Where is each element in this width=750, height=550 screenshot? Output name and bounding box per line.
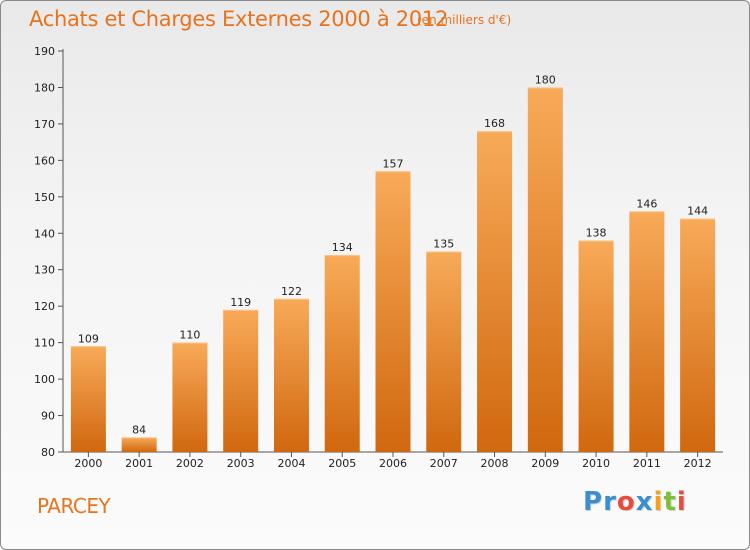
logo-letter: x bbox=[635, 487, 654, 517]
logo-letter: i bbox=[676, 487, 687, 517]
data-label-2000: 109 bbox=[78, 332, 99, 345]
bar-2009 bbox=[527, 87, 563, 453]
x-tick-label: 2009 bbox=[531, 457, 559, 470]
x-tick-label: 2012 bbox=[684, 457, 712, 470]
data-label-2004: 122 bbox=[281, 285, 302, 298]
x-tick-label: 2007 bbox=[430, 457, 458, 470]
bar-2003 bbox=[223, 309, 259, 452]
y-tick-label: 120 bbox=[34, 300, 55, 313]
y-tick-label: 130 bbox=[34, 264, 55, 277]
data-label-2009: 180 bbox=[535, 73, 556, 86]
data-label-2003: 119 bbox=[230, 296, 251, 309]
y-tick-label: 140 bbox=[34, 227, 55, 240]
proxiti-logo: Proxiti bbox=[583, 487, 687, 517]
logo-letter: o bbox=[616, 487, 636, 517]
bar-2005 bbox=[324, 255, 360, 452]
bar-2012 bbox=[680, 218, 716, 452]
bar-2001 bbox=[121, 437, 157, 452]
data-label-2006: 157 bbox=[383, 157, 404, 170]
data-label-2005: 134 bbox=[332, 241, 353, 254]
data-label-2008: 168 bbox=[484, 117, 505, 130]
bar-2002 bbox=[172, 342, 208, 452]
bar-2000 bbox=[70, 346, 106, 452]
data-label-2012: 144 bbox=[687, 205, 708, 218]
y-tick-label: 80 bbox=[41, 446, 55, 459]
bar-2010 bbox=[578, 240, 614, 452]
data-label-2002: 110 bbox=[179, 329, 200, 342]
bar-2004 bbox=[273, 298, 309, 452]
y-tick-label: 190 bbox=[34, 45, 55, 58]
x-tick-label: 2011 bbox=[633, 457, 661, 470]
x-tick-label: 2008 bbox=[481, 457, 509, 470]
logo-letter: i bbox=[653, 487, 664, 517]
bar-2007 bbox=[426, 251, 462, 452]
y-axis: 80 90 100 110 120 130 140 150 160 170 180 190 bbox=[34, 45, 64, 459]
data-label-2010: 138 bbox=[586, 227, 607, 240]
x-tick-label: 2001 bbox=[125, 457, 153, 470]
chart-subtitle: (en milliers d'€) bbox=[417, 13, 512, 27]
x-tick-label: 2000 bbox=[74, 457, 102, 470]
x-tick-label: 2010 bbox=[582, 457, 610, 470]
logo-letter: P bbox=[583, 487, 604, 517]
city-name: PARCEY bbox=[37, 494, 111, 518]
data-label-2007: 135 bbox=[433, 238, 454, 251]
y-tick-label: 170 bbox=[34, 118, 55, 131]
y-tick-label: 180 bbox=[34, 81, 55, 94]
data-label-2011: 146 bbox=[636, 197, 657, 210]
y-tick-label: 160 bbox=[34, 154, 55, 167]
x-tick-label: 2004 bbox=[277, 457, 305, 470]
bar-2006 bbox=[375, 171, 411, 453]
chart-title: Achats et Charges Externes 2000 à 2012 bbox=[29, 7, 449, 31]
data-labels: 109 84 110 119 122 134 157 135 168 180 138 146 144 bbox=[78, 73, 708, 436]
x-tick-label: 2006 bbox=[379, 457, 407, 470]
bar-2011 bbox=[629, 211, 665, 452]
x-tick-label: 2005 bbox=[328, 457, 356, 470]
x-axis: 2000 2001 2002 2003 2004 2005 2006 2007 2008 2009… bbox=[63, 451, 723, 470]
logo-letter: r bbox=[603, 487, 617, 517]
x-tick-label: 2003 bbox=[227, 457, 255, 470]
data-label-2001: 84 bbox=[132, 423, 146, 436]
y-tick-label: 100 bbox=[34, 373, 55, 386]
bar-2008 bbox=[477, 131, 513, 452]
y-tick-label: 150 bbox=[34, 191, 55, 204]
logo-letter: t bbox=[663, 487, 677, 517]
x-tick-label: 2002 bbox=[176, 457, 204, 470]
y-tick-label: 110 bbox=[34, 337, 55, 350]
y-tick-label: 90 bbox=[41, 410, 55, 423]
bars bbox=[70, 87, 716, 453]
